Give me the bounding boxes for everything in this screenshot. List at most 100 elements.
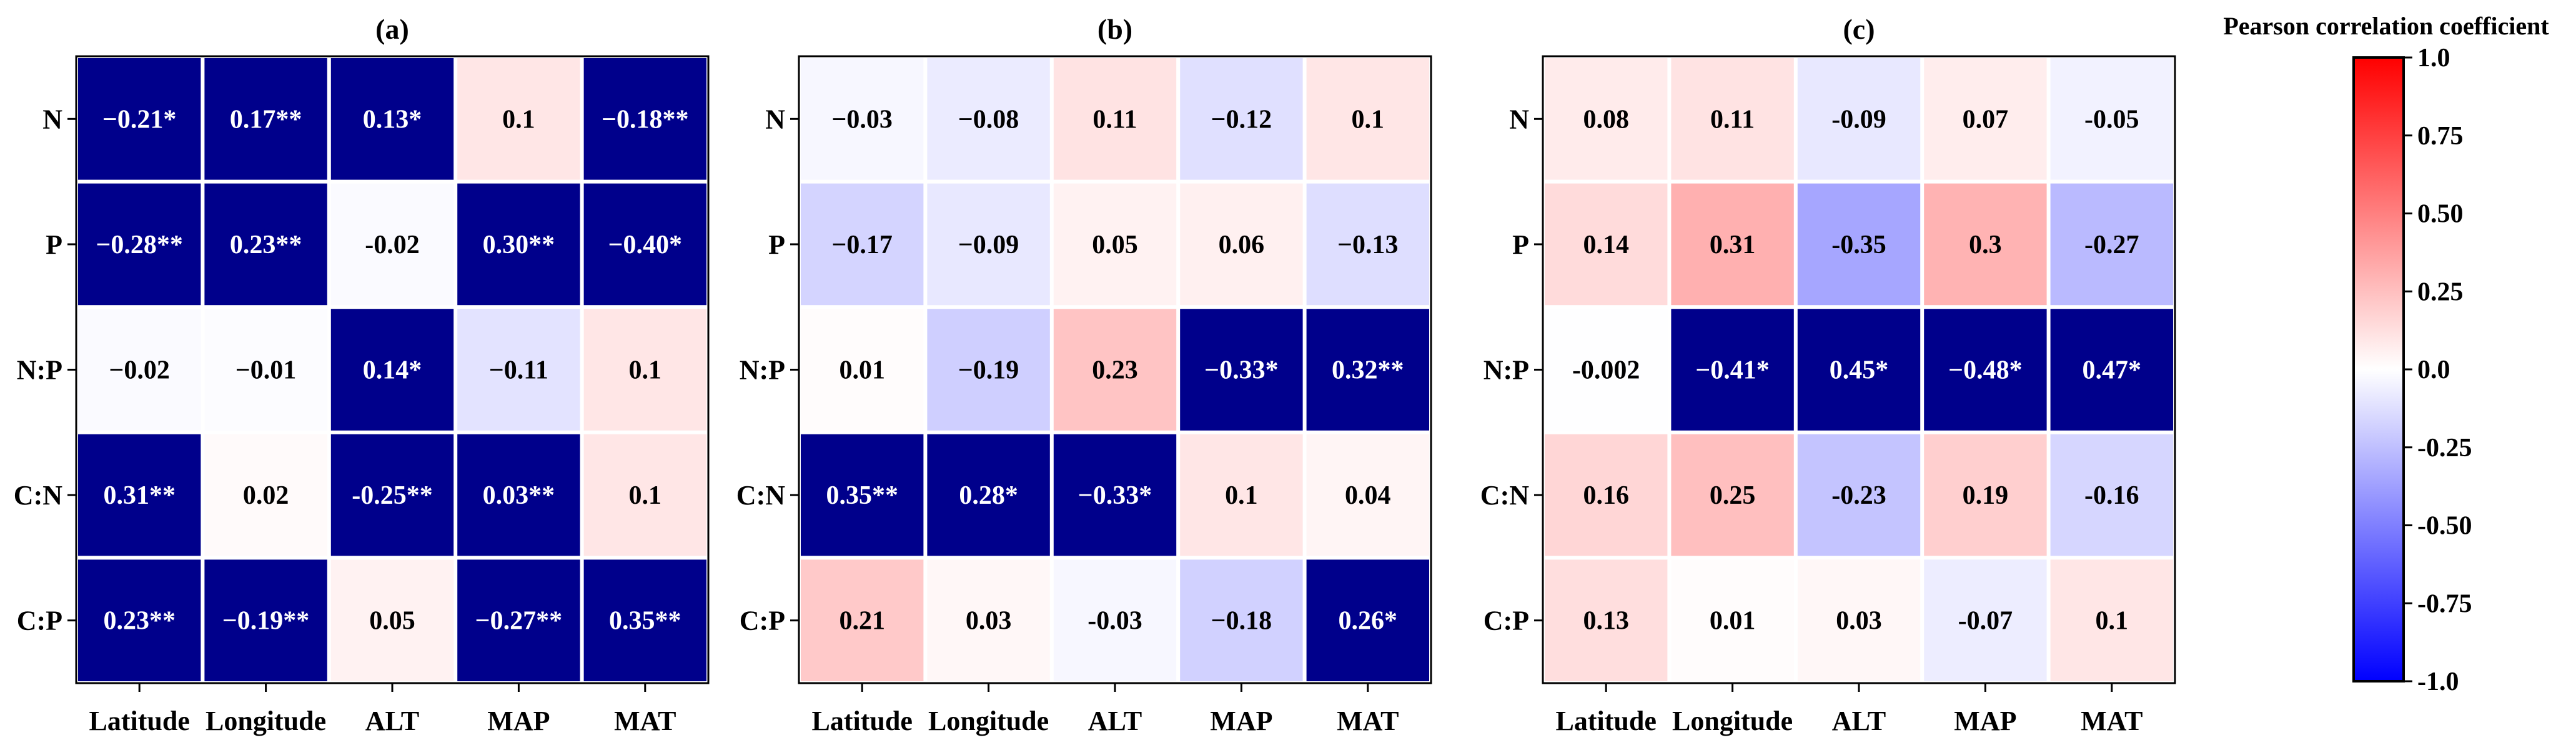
cell-value-label: -0.07 (1958, 607, 2013, 636)
cell-value-label: −0.33* (1204, 356, 1278, 385)
cell-value-label: −0.08 (958, 105, 1019, 134)
heatmap-cell (457, 559, 580, 681)
heatmap-cell (1180, 434, 1303, 556)
heatmap-cell (927, 309, 1050, 431)
heatmap-cell (2050, 434, 2173, 556)
colorbar-tick-label: -0.75 (2417, 589, 2472, 618)
cell-value-label: 0.47* (2083, 356, 2142, 385)
y-tick-label: P (768, 229, 785, 260)
heatmap-cell (583, 559, 706, 681)
heatmap-cell (1180, 309, 1303, 431)
heatmap-cell (330, 183, 454, 306)
cell-value-label: 0.01 (839, 356, 885, 385)
colorbar-gradient (2354, 58, 2404, 681)
cell-value-label: −0.17 (831, 231, 892, 259)
y-tick-label: C:N (1480, 480, 1529, 511)
panel-2: (c) 0.08 0.11 -0.09 0.07 -0.05 0.14 0.31 -0.35 0.… (1480, 13, 2176, 736)
heatmap-cell (204, 434, 327, 556)
cell-value-label: -0.27 (2084, 231, 2139, 259)
heatmap-cell (1671, 309, 1794, 431)
y-tick-label: C:N (736, 480, 785, 511)
cell-value-label: 0.28* (959, 481, 1018, 510)
heatmap-cell (1671, 434, 1794, 556)
cell-value-label: 0.07 (1963, 105, 2009, 134)
cell-value-label: 0.04 (1345, 481, 1391, 510)
cell-value-label: -0.09 (1831, 105, 1886, 134)
cell-value-label: 0.13* (363, 105, 422, 134)
panel-title: (c) (1843, 13, 1875, 45)
heatmap-cell (1306, 309, 1429, 431)
colorbar-tick-label: 1.0 (2417, 44, 2450, 72)
cell-value-label: 0.1 (502, 105, 535, 134)
cell-value-label: 0.03 (966, 607, 1012, 636)
cell-value-label: −0.01 (235, 356, 296, 385)
heatmap-cell (583, 58, 706, 180)
cell-value-label: 0.03 (1836, 607, 1882, 636)
cell-value-label: −0.27** (475, 607, 562, 636)
cell-value-label: 0.05 (369, 607, 415, 636)
heatmap-cell (927, 58, 1050, 180)
x-tick-label: MAP (1210, 706, 1272, 736)
heatmap-cell (2050, 183, 2173, 306)
heatmap-cell (330, 559, 454, 681)
colorbar-title: Pearson correlation coefficient (2223, 12, 2549, 40)
heatmap-cell (330, 58, 454, 180)
colorbar-tick-label: 0.50 (2417, 200, 2464, 229)
colorbar-tick-label: -0.25 (2417, 434, 2472, 462)
cell-value-label: −0.18 (1211, 607, 1272, 636)
heatmap-cell (204, 183, 327, 306)
colorbar-tick-label: -0.50 (2417, 512, 2472, 541)
heatmap-cell (78, 434, 201, 556)
cell-value-label: 0.21 (839, 607, 885, 636)
cell-value-label: -0.002 (1572, 356, 1640, 385)
heatmap-cell (1180, 559, 1303, 681)
x-tick-label: MAP (487, 706, 550, 736)
cell-value-label: 0.23** (230, 231, 302, 259)
cell-value-label: 0.16 (1583, 481, 1629, 510)
heatmap-cell (330, 309, 454, 431)
cell-value-label: −0.09 (958, 231, 1019, 259)
heatmap-cell (1306, 183, 1429, 306)
x-tick-label: Latitude (812, 706, 913, 736)
heatmap-cell (1306, 58, 1429, 180)
heatmap-cell (1671, 183, 1794, 306)
cell-value-label: −0.19** (222, 607, 309, 636)
heatmap-cell (927, 183, 1050, 306)
heatmap-cell (1924, 309, 2047, 431)
heatmap-cell (1180, 58, 1303, 180)
x-tick-label: MAP (1954, 706, 2016, 736)
cell-value-label: 0.1 (1352, 105, 1385, 134)
heatmap-cell (1924, 183, 2047, 306)
heatmap-cell (78, 183, 201, 306)
cell-value-label: 0.35** (609, 607, 681, 636)
heatmap-cell (583, 309, 706, 431)
colorbar-tick-label: -1.0 (2417, 668, 2459, 696)
colorbar-tick-label: 0.75 (2417, 122, 2464, 151)
cell-value-label: 0.1 (1225, 481, 1258, 510)
heatmap-cell (927, 434, 1050, 556)
cell-value-label: 0.19 (1963, 481, 2009, 510)
y-tick-label: C:P (740, 606, 785, 636)
heatmap-cell (801, 559, 924, 681)
cell-value-label: 0.1 (629, 356, 662, 385)
cell-value-label: 0.14* (363, 356, 422, 385)
cell-value-label: −0.40* (608, 231, 682, 259)
y-tick-label: C:N (14, 480, 62, 511)
heatmap-cell (801, 58, 924, 180)
cell-value-label: 0.3 (1969, 231, 2002, 259)
cell-value-label: 0.1 (629, 481, 662, 510)
heatmap-cell (78, 58, 201, 180)
y-tick-label: N (765, 104, 785, 134)
heatmap-cell (1924, 434, 2047, 556)
y-tick-label: P (1512, 229, 1529, 260)
heatmap-cell (1053, 309, 1177, 431)
heatmap-cell (1797, 559, 1921, 681)
cell-value-label: 0.17** (230, 105, 302, 134)
cell-value-label: −0.12 (1211, 105, 1272, 134)
x-tick-label: MAT (2081, 706, 2143, 736)
heatmap-cell (78, 309, 201, 431)
x-tick-label: MAT (1337, 706, 1399, 736)
heatmap-cell (1545, 309, 1668, 431)
y-tick-label: C:P (1484, 606, 1529, 636)
heatmap-cell (457, 309, 580, 431)
